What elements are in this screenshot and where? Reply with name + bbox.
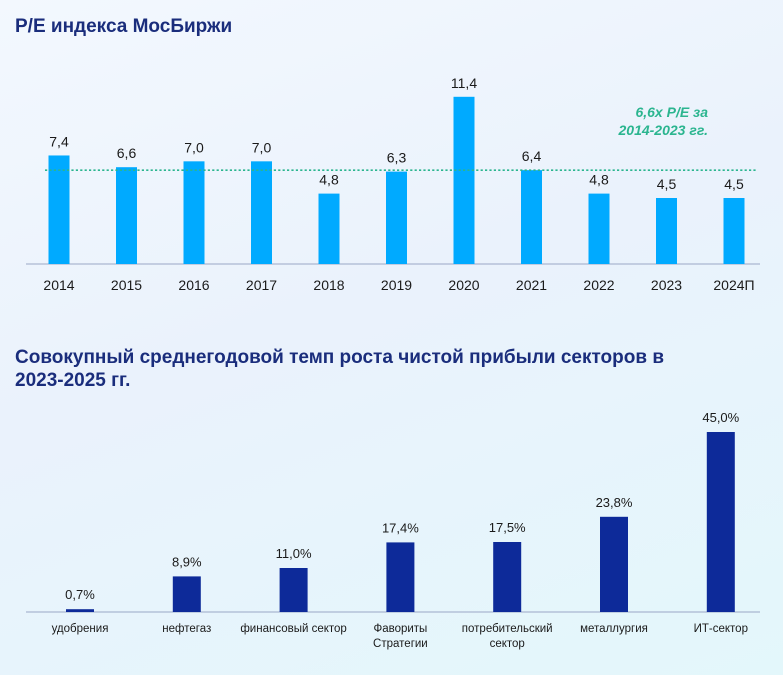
x-tick-label: 2018 xyxy=(313,277,344,293)
x-tick-label: 2015 xyxy=(111,277,142,293)
bar xyxy=(723,198,745,264)
bar-value-label: 11,4 xyxy=(451,75,477,91)
x-tick-label: 2019 xyxy=(381,277,412,293)
x-tick-label: удобрения xyxy=(52,623,109,635)
bar xyxy=(521,170,542,264)
bar xyxy=(493,542,522,612)
bar xyxy=(66,609,94,612)
x-tick-label: металлургия xyxy=(580,623,648,635)
bar xyxy=(251,161,272,264)
x-tick-label: 2017 xyxy=(246,277,277,293)
x-tick-label: сектор xyxy=(490,638,525,650)
x-tick-label: 2024П xyxy=(713,277,754,293)
bar-value-label: 4,8 xyxy=(589,172,609,188)
bar-value-label: 4,5 xyxy=(657,176,677,192)
chart2-title: Совокупный среднегодовой темп роста чист… xyxy=(15,347,665,391)
bar-value-label: 6,6 xyxy=(117,145,137,161)
x-tick-label: потребительский xyxy=(462,623,553,635)
bar-value-label: 4,5 xyxy=(724,176,744,192)
x-tick-label: 2020 xyxy=(448,277,479,293)
x-tick-label: ИТ-сектор xyxy=(694,623,748,635)
x-tick-label: 2023 xyxy=(651,277,682,293)
bar-value-label: 0,7% xyxy=(65,587,95,602)
bar-value-label: 8,9% xyxy=(172,554,202,569)
bar-value-label: 7,0 xyxy=(252,139,272,155)
bar-value-label: 17,4% xyxy=(382,520,419,535)
bar xyxy=(116,167,137,264)
bar xyxy=(656,198,677,264)
pe-chart: 7,4 2014 6,6 2015 7,0 2016 7,0 2017 4,8 2018 6,3 20… xyxy=(26,75,760,293)
bar xyxy=(600,516,628,612)
bar xyxy=(386,542,415,612)
bar xyxy=(183,161,205,264)
bar-value-label: 6,4 xyxy=(522,148,542,164)
x-tick-label: финансовый сектор xyxy=(240,623,347,635)
bar-value-label: 6,3 xyxy=(387,150,407,166)
average-label-line1: 6,6x P/E за xyxy=(635,104,708,120)
bar-value-label: 11,0% xyxy=(276,546,312,561)
bar xyxy=(172,576,201,612)
average-label-line2: 2014-2023 гг. xyxy=(618,122,709,138)
bar xyxy=(318,193,340,264)
bar-value-label: 7,4 xyxy=(49,133,69,149)
bar xyxy=(48,155,70,264)
x-tick-label: 2014 xyxy=(43,277,74,293)
bar xyxy=(588,193,610,264)
bar xyxy=(279,568,308,612)
chart1-title: P/E индекса МосБиржи xyxy=(15,16,233,37)
bar-value-label: 7,0 xyxy=(184,139,204,155)
x-tick-label: 2021 xyxy=(516,277,547,293)
bar-value-label: 45,0% xyxy=(702,410,739,425)
x-tick-label: Фавориты xyxy=(373,623,427,635)
bar-value-label: 4,8 xyxy=(319,172,339,188)
bar-value-label: 23,8% xyxy=(596,495,633,510)
bar xyxy=(706,432,735,612)
x-tick-label: Стратегии xyxy=(373,638,428,650)
bar-value-label: 17,5% xyxy=(489,520,526,535)
x-tick-label: 2022 xyxy=(583,277,614,293)
bar xyxy=(386,171,407,264)
bar xyxy=(453,96,475,264)
x-tick-label: 2016 xyxy=(178,277,209,293)
x-tick-label: нефтегаз xyxy=(162,623,211,635)
